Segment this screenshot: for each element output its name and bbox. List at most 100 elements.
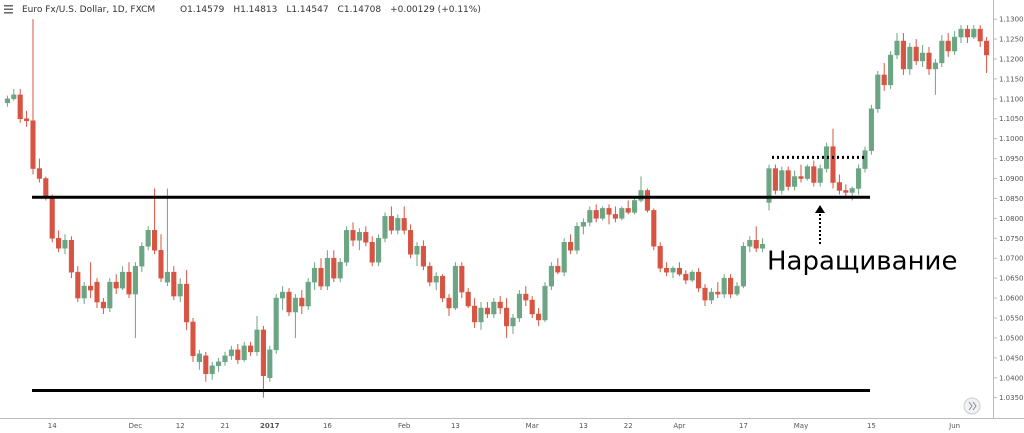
candle-body <box>401 218 407 231</box>
x-tick-label: 14 <box>48 422 57 430</box>
y-tick-label: 1.11500 <box>999 75 1024 83</box>
candle-body <box>958 28 964 38</box>
x-tick-label: 17 <box>739 422 748 430</box>
candle-body <box>4 98 10 104</box>
candle-body <box>152 230 158 251</box>
candle-body <box>350 230 356 241</box>
candle-body <box>625 208 631 213</box>
candle-body <box>817 168 823 183</box>
candle-body <box>497 301 503 309</box>
y-tick-label: 1.04000 <box>999 374 1024 382</box>
candle-body <box>43 178 49 197</box>
ohlc-value: C1.14708 <box>338 5 382 15</box>
candle-body <box>593 210 599 219</box>
candle-body <box>798 176 804 179</box>
candle-body <box>107 281 113 309</box>
candle-body <box>574 226 580 251</box>
candle-body <box>516 293 522 319</box>
candle-body <box>318 267 324 287</box>
x-tick-label: 2017 <box>260 422 280 430</box>
menu-bar <box>4 12 13 14</box>
candle-body <box>888 54 894 86</box>
candle-body <box>504 307 510 327</box>
candle-body <box>184 283 190 323</box>
candle-body <box>222 355 228 363</box>
y-tick-label: 1.09500 <box>999 155 1024 163</box>
candle-body <box>734 285 740 295</box>
candle-body <box>465 291 471 307</box>
candle-body <box>868 108 874 151</box>
candle-body <box>971 28 977 38</box>
candle-body <box>952 36 958 52</box>
candle-body <box>580 222 586 227</box>
x-tick-label: Jun <box>948 422 960 430</box>
candle-body <box>740 246 746 287</box>
candle-body <box>414 246 420 255</box>
candle-body <box>875 74 881 110</box>
scroll-button[interactable] <box>963 397 981 415</box>
candle-body <box>452 265 458 309</box>
candle-body <box>30 120 36 169</box>
menu-bar <box>4 5 13 7</box>
candle-body <box>292 297 298 313</box>
candle-body <box>344 230 350 263</box>
candle-body <box>542 285 548 321</box>
y-tick-label: 1.08000 <box>999 215 1024 223</box>
y-tick-label: 1.09000 <box>999 175 1024 183</box>
candle-body <box>100 301 106 309</box>
candle-body <box>830 146 836 183</box>
candle-body <box>62 240 68 249</box>
candle-body <box>356 232 362 241</box>
candle-body <box>772 168 778 191</box>
x-tick-label: Dec <box>129 422 143 430</box>
candle-body <box>369 242 375 263</box>
y-tick-label: 1.12500 <box>999 36 1024 44</box>
candle-body <box>696 271 702 289</box>
y-tick-label: 1.07000 <box>999 255 1024 263</box>
candle-body <box>209 365 215 375</box>
candle-body <box>600 208 606 219</box>
x-tick-label: Apr <box>673 422 685 430</box>
menu-bar <box>4 8 13 10</box>
candle-body <box>113 281 119 289</box>
candle-body <box>376 238 382 263</box>
candle-body <box>49 196 55 239</box>
candle-body <box>548 265 554 287</box>
candle-body <box>561 242 567 273</box>
candle-body <box>196 353 202 363</box>
x-tick-label: 15 <box>867 422 876 430</box>
annotation-arrowhead <box>815 205 825 213</box>
candle-body <box>139 246 145 267</box>
candle-body <box>964 28 970 38</box>
y-tick-label: 1.05500 <box>999 314 1024 322</box>
candle-body <box>132 265 138 295</box>
menu-icon[interactable] <box>4 5 13 14</box>
candle-body <box>331 257 337 279</box>
candle-body <box>382 216 388 239</box>
y-tick-label: 1.12000 <box>999 55 1024 63</box>
candle-body <box>68 240 74 273</box>
candle-body <box>612 214 618 219</box>
x-tick-label: 16 <box>323 422 332 430</box>
y-tick-label: 1.08500 <box>999 195 1024 203</box>
candle-body <box>56 238 62 249</box>
candle-body <box>984 40 990 56</box>
candle-body <box>721 277 727 295</box>
candle-body <box>747 240 753 247</box>
ohlc-value: O1.14579 <box>180 5 225 15</box>
candle-body <box>273 297 279 351</box>
candle-body <box>568 242 574 251</box>
candle-body <box>248 345 254 353</box>
plot <box>4 19 990 398</box>
candle-body <box>510 317 516 327</box>
candle-body <box>689 271 695 281</box>
ohlc-value: H1.14813 <box>233 5 277 15</box>
candle-body <box>305 281 311 307</box>
x-tick-label: May <box>794 422 808 430</box>
candle-body <box>619 208 625 219</box>
candle-body <box>216 361 222 367</box>
candle-body <box>523 293 529 301</box>
candle-body <box>446 297 452 309</box>
candle-body <box>945 40 951 52</box>
